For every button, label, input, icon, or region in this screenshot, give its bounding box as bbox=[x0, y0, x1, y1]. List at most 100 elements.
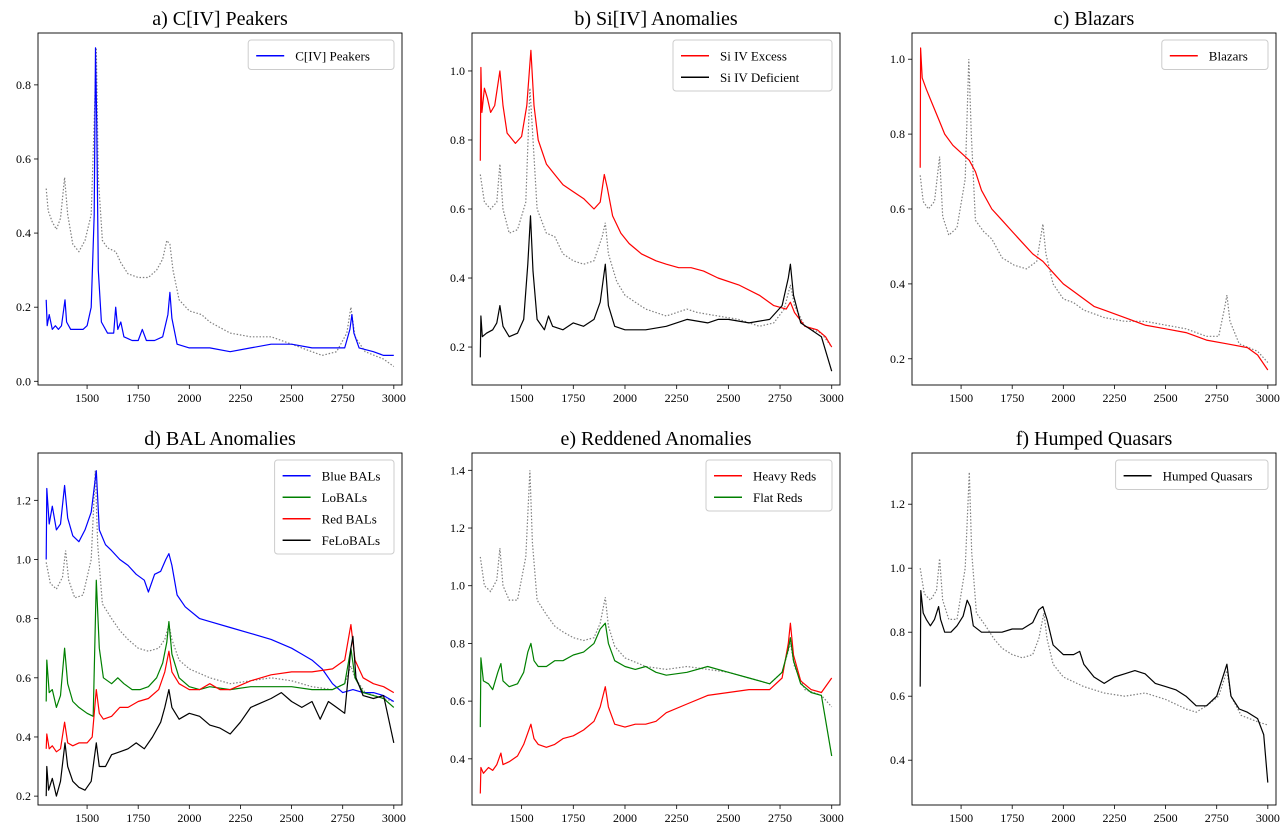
y-tick-label: 0.2 bbox=[16, 789, 31, 803]
legend-label: Red BALs bbox=[322, 511, 377, 526]
legend: Blue BALs LoBALs Red BALs FeLoBALs bbox=[274, 459, 395, 555]
x-tick-label: 2500 bbox=[1154, 811, 1178, 825]
y-tick-label: 0.4 bbox=[890, 277, 905, 291]
plot-area bbox=[479, 470, 833, 794]
y-tick-label: 1.2 bbox=[16, 493, 31, 507]
x-tick-label: 2500 bbox=[280, 811, 304, 825]
y-tick-label: 0.2 bbox=[16, 300, 31, 314]
x-tick-label: 1500 bbox=[510, 811, 534, 825]
x-tick-label: 1750 bbox=[1000, 811, 1024, 825]
x-tick-label: 3000 bbox=[382, 811, 406, 825]
x-tick-label: 3000 bbox=[1256, 391, 1280, 405]
y-tick-label: 0.2 bbox=[890, 352, 905, 366]
y-tick-label: 0.8 bbox=[16, 612, 31, 626]
panel-1: a) C[IV] Peakers 1500 1750 2000 2250 2500 2750… bbox=[16, 8, 406, 405]
y-tick-label: 0.6 bbox=[16, 152, 31, 166]
plot-area bbox=[919, 47, 1269, 371]
x-tick-label: 1500 bbox=[949, 391, 973, 405]
y-tick-label: 0.8 bbox=[890, 625, 905, 639]
y-tick-label: 0.4 bbox=[450, 271, 465, 285]
panel-5: e) Reddened Anomalies 1500 1750 2000 2250 250… bbox=[450, 428, 844, 825]
panel-6: f) Humped Quasars 1500 1750 2000 2250 2500 275… bbox=[890, 428, 1280, 825]
panel-title: d) BAL Anomalies bbox=[144, 428, 296, 450]
x-tick-label: 2250 bbox=[665, 391, 689, 405]
legend-box bbox=[672, 39, 833, 92]
plot-area bbox=[919, 472, 1269, 783]
legend-label: Si IV Deficient bbox=[720, 70, 800, 85]
y-tick-label: 1.0 bbox=[450, 64, 465, 78]
y-tick-label: 0.4 bbox=[890, 753, 905, 767]
x-tick-label: 2250 bbox=[228, 811, 252, 825]
x-tick-label: 2750 bbox=[1205, 391, 1229, 405]
panel-title: a) C[IV] Peakers bbox=[152, 8, 288, 30]
x-tick-label: 2750 bbox=[1205, 811, 1229, 825]
legend-label: Blue BALs bbox=[322, 468, 381, 483]
panel-title: e) Reddened Anomalies bbox=[560, 428, 751, 450]
legend-box bbox=[705, 459, 833, 512]
panel-4: d) BAL Anomalies 1500 1750 2000 2250 2500 2750… bbox=[16, 428, 406, 825]
y-tick-label: 0.8 bbox=[450, 133, 465, 147]
legend: Humped Quasars bbox=[1115, 459, 1269, 490]
x-tick-label: 2250 bbox=[1102, 811, 1126, 825]
legend-label: FeLoBALs bbox=[322, 533, 381, 548]
x-tick-label: 2000 bbox=[1051, 811, 1075, 825]
panel-title: c) Blazars bbox=[1054, 8, 1135, 30]
x-tick-label: 1500 bbox=[510, 391, 534, 405]
panel-3: c) Blazars 1500 1750 2000 2250 2500 2750 3000 0.… bbox=[890, 8, 1280, 405]
x-tick-label: 3000 bbox=[820, 811, 844, 825]
x-tick-label: 2500 bbox=[716, 811, 740, 825]
x-tick-label: 2250 bbox=[228, 391, 252, 405]
series-line-1 bbox=[919, 590, 1269, 783]
axes-frame bbox=[471, 32, 841, 386]
y-tick-label: 1.0 bbox=[890, 52, 905, 66]
legend-label: Si IV Excess bbox=[720, 48, 787, 63]
y-tick-label: 1.2 bbox=[450, 521, 465, 535]
axes-frame bbox=[911, 452, 1277, 806]
series-line-1 bbox=[479, 622, 833, 794]
plot-area bbox=[479, 49, 833, 372]
series-line-1 bbox=[45, 470, 395, 703]
panel-title: b) Si[IV] Anomalies bbox=[574, 8, 738, 30]
x-tick-label: 2000 bbox=[1051, 391, 1075, 405]
axes-frame bbox=[37, 452, 403, 806]
plot-area bbox=[45, 47, 395, 367]
x-tick-label: 1500 bbox=[949, 811, 973, 825]
series-line-2 bbox=[479, 215, 833, 372]
reference-spectrum-line bbox=[45, 47, 395, 367]
x-tick-label: 1500 bbox=[75, 391, 99, 405]
legend-label: C[IV] Peakers bbox=[295, 48, 370, 63]
x-tick-label: 2000 bbox=[613, 811, 637, 825]
y-tick-label: 1.2 bbox=[890, 497, 905, 511]
legend: Si IV Excess Si IV Deficient bbox=[672, 39, 833, 92]
x-tick-label: 2750 bbox=[331, 811, 355, 825]
reference-spectrum-line bbox=[919, 472, 1268, 726]
panel-2: b) Si[IV] Anomalies 1500 1750 2000 2250 2500 2… bbox=[450, 8, 844, 405]
plot-area bbox=[45, 470, 395, 797]
x-tick-label: 2500 bbox=[280, 391, 304, 405]
x-tick-label: 1750 bbox=[561, 811, 585, 825]
x-tick-label: 2000 bbox=[177, 811, 201, 825]
x-tick-label: 2500 bbox=[1154, 391, 1178, 405]
y-tick-label: 0.8 bbox=[890, 127, 905, 141]
y-tick-label: 0.0 bbox=[16, 374, 31, 388]
y-tick-label: 0.6 bbox=[890, 202, 905, 216]
y-tick-label: 0.8 bbox=[16, 78, 31, 92]
legend-label: Flat Reds bbox=[753, 490, 802, 505]
legend-box bbox=[1161, 39, 1269, 70]
y-tick-label: 0.4 bbox=[16, 730, 31, 744]
y-tick-label: 0.4 bbox=[16, 226, 31, 240]
reference-spectrum-line bbox=[479, 470, 833, 708]
x-tick-label: 2750 bbox=[331, 391, 355, 405]
x-tick-label: 1750 bbox=[126, 811, 150, 825]
series-line-2 bbox=[479, 622, 833, 757]
y-tick-label: 0.6 bbox=[890, 689, 905, 703]
legend: Blazars bbox=[1161, 39, 1269, 70]
legend-box bbox=[274, 459, 395, 555]
legend: C[IV] Peakers bbox=[247, 39, 395, 70]
panel-title: f) Humped Quasars bbox=[1016, 428, 1173, 450]
x-tick-label: 3000 bbox=[382, 391, 406, 405]
x-tick-label: 2500 bbox=[716, 391, 740, 405]
y-tick-label: 1.4 bbox=[450, 463, 465, 477]
